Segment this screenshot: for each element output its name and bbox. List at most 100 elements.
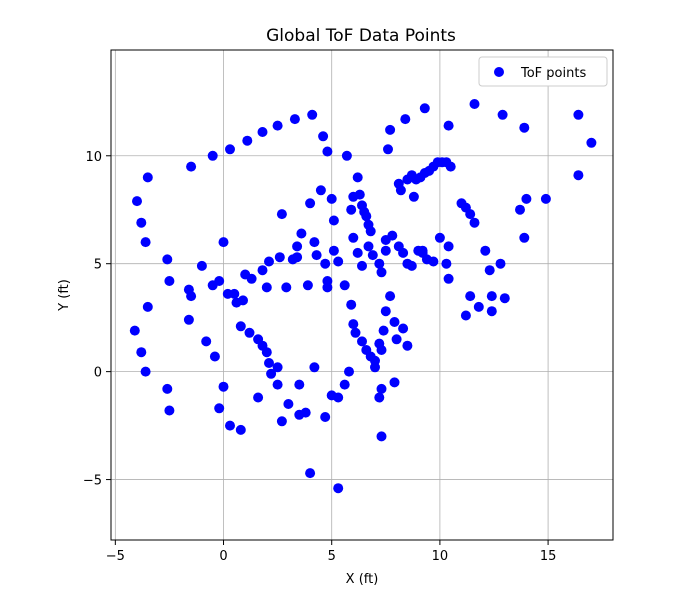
data-point xyxy=(264,256,274,267)
data-point xyxy=(309,362,320,373)
data-point xyxy=(292,241,303,252)
data-point xyxy=(428,256,439,267)
data-point xyxy=(322,146,333,157)
data-point xyxy=(519,232,530,243)
data-point xyxy=(378,325,389,336)
data-point xyxy=(445,161,456,172)
data-point xyxy=(162,383,173,394)
data-point xyxy=(376,383,387,394)
data-point xyxy=(441,258,452,269)
data-point xyxy=(132,196,142,207)
data-point xyxy=(261,282,272,293)
data-point xyxy=(140,366,151,377)
data-point xyxy=(374,392,385,403)
data-point xyxy=(469,217,480,228)
data-point xyxy=(354,189,365,200)
data-point xyxy=(465,291,476,302)
data-point xyxy=(257,265,268,276)
data-point xyxy=(276,416,287,427)
data-point xyxy=(573,170,584,181)
data-point xyxy=(497,109,508,120)
data-point xyxy=(164,405,175,416)
data-point xyxy=(209,351,220,362)
data-point xyxy=(376,431,387,442)
data-point xyxy=(186,161,197,172)
data-point xyxy=(346,204,357,215)
data-point xyxy=(320,258,331,269)
data-point xyxy=(238,295,248,306)
data-point xyxy=(419,103,430,114)
x-axis-label: X (ft) xyxy=(346,572,379,587)
data-point xyxy=(344,366,354,377)
data-points xyxy=(129,99,597,494)
data-point xyxy=(320,412,331,422)
data-point xyxy=(272,362,283,373)
data-point xyxy=(398,247,409,258)
data-point xyxy=(391,334,402,345)
data-point xyxy=(361,211,372,222)
data-point xyxy=(341,150,352,161)
data-point xyxy=(140,237,151,248)
data-point xyxy=(196,260,207,271)
data-point xyxy=(515,204,525,215)
data-point xyxy=(294,379,305,390)
grid xyxy=(111,50,613,540)
ticks: −5 0 5 10 15 −5 0 5 10 xyxy=(83,150,557,564)
data-point xyxy=(586,137,597,148)
x-tick-label: 10 xyxy=(432,549,449,564)
data-point xyxy=(186,291,197,302)
data-point xyxy=(225,420,235,431)
data-point xyxy=(443,273,454,284)
x-tick-label: 0 xyxy=(219,549,227,564)
data-point xyxy=(486,291,497,302)
data-point xyxy=(380,245,391,256)
data-point xyxy=(473,301,484,312)
data-point xyxy=(305,468,316,479)
data-point xyxy=(486,306,497,317)
data-point xyxy=(272,379,283,390)
data-point xyxy=(201,336,212,347)
data-point xyxy=(322,282,333,293)
data-point xyxy=(183,314,194,325)
chart-title: Global ToF Data Points xyxy=(266,26,456,46)
data-point xyxy=(402,340,413,351)
data-point xyxy=(162,254,173,265)
data-point xyxy=(129,325,140,336)
data-point xyxy=(142,301,153,312)
data-point xyxy=(235,321,246,332)
data-point xyxy=(214,403,225,414)
data-point xyxy=(272,120,283,131)
data-point xyxy=(376,267,387,278)
data-point xyxy=(406,260,417,271)
data-point xyxy=(480,245,491,256)
data-point xyxy=(519,122,530,133)
data-point xyxy=(499,293,510,304)
data-point xyxy=(307,109,318,120)
plot-frame xyxy=(110,49,614,541)
x-tick-label: 5 xyxy=(328,549,336,564)
y-tick-label: 5 xyxy=(94,258,102,273)
legend-label: ToF points xyxy=(520,66,586,81)
data-point xyxy=(328,215,339,226)
data-point xyxy=(296,228,307,239)
data-point xyxy=(242,135,253,146)
data-point xyxy=(311,250,322,261)
data-point xyxy=(357,260,367,271)
data-point xyxy=(495,258,506,269)
x-tick-label: 15 xyxy=(540,549,557,564)
data-point xyxy=(383,144,393,155)
data-point xyxy=(333,256,344,267)
legend-box xyxy=(478,56,608,87)
data-point xyxy=(276,209,287,220)
data-point xyxy=(521,193,532,204)
data-point xyxy=(264,358,274,368)
data-point xyxy=(214,276,225,286)
data-point xyxy=(348,232,359,243)
data-point xyxy=(292,252,303,263)
data-point xyxy=(257,127,268,137)
data-point xyxy=(395,185,406,196)
data-point xyxy=(207,150,218,161)
legend: ToF points xyxy=(478,56,608,87)
data-point xyxy=(266,368,277,379)
data-point xyxy=(253,392,264,403)
